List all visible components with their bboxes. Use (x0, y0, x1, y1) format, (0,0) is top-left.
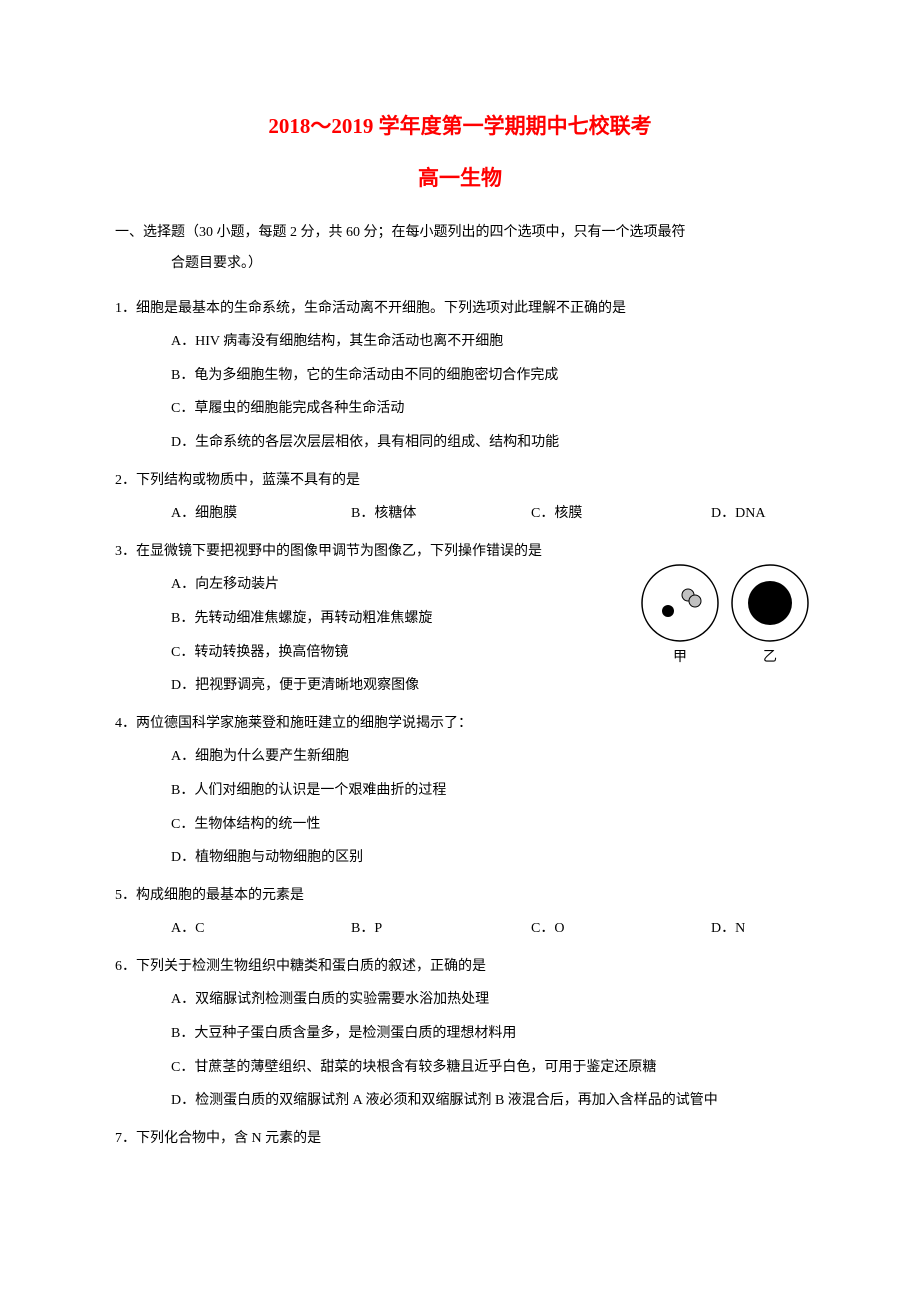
question-6-option-d: D．检测蛋白质的双缩脲试剂 A 液必须和双缩脲试剂 B 液混合后，再加入含样品的… (115, 1084, 805, 1118)
question-5-option-a: A．C (171, 912, 351, 946)
question-6-option-b: B．大豆种子蛋白质含量多，是检测蛋白质的理想材料用 (115, 1017, 805, 1051)
question-2-option-a: A．细胞膜 (171, 497, 351, 531)
diagram-dot-black (662, 605, 674, 617)
exam-title-main: 2018～2019 学年度第一学期期中七校联考 (115, 110, 805, 140)
question-5-option-c: C．O (531, 912, 711, 946)
diagram-label-jia: 甲 (673, 650, 687, 665)
question-6-stem: 6．下列关于检测生物组织中糖类和蛋白质的叙述，正确的是 (115, 950, 805, 984)
diagram-dot-gray-2 (689, 595, 701, 607)
diagram-large-black (748, 581, 792, 625)
question-2-option-d: D．DNA (711, 497, 805, 531)
microscope-diagram: 甲 乙 (635, 561, 815, 685)
question-6: 6．下列关于检测生物组织中糖类和蛋白质的叙述，正确的是 A．双缩脲试剂检测蛋白质… (115, 950, 805, 1118)
question-7: 7．下列化合物中，含 N 元素的是 (115, 1122, 805, 1156)
question-5: 5．构成细胞的最基本的元素是 A．C B．P C．O D．N (115, 879, 805, 946)
question-2-stem: 2．下列结构或物质中，蓝藻不具有的是 (115, 464, 805, 498)
question-6-option-c: C．甘蔗茎的薄壁组织、甜菜的块根含有较多糖且近乎白色，可用于鉴定还原糖 (115, 1051, 805, 1085)
question-2-option-b: B．核糖体 (351, 497, 531, 531)
question-3: 3．在显微镜下要把视野中的图像甲调节为图像乙，下列操作错误的是 A．向左移动装片… (115, 535, 805, 703)
question-1-option-c: C．草履虫的细胞能完成各种生命活动 (115, 392, 805, 426)
section-header-line1: 一、选择题（30 小题，每题 2 分，共 60 分；在每小题列出的四个选项中，只… (115, 218, 805, 249)
question-1-option-a: A．HIV 病毒没有细胞结构，其生命活动也离不开细胞 (115, 325, 805, 359)
diagram-label-yi: 乙 (763, 649, 777, 665)
microscope-svg: 甲 乙 (635, 561, 815, 671)
question-6-option-a: A．双缩脲试剂检测蛋白质的实验需要水浴加热处理 (115, 983, 805, 1017)
question-4-stem: 4．两位德国科学家施莱登和施旺建立的细胞学说揭示了： (115, 707, 805, 741)
question-5-option-d: D．N (711, 912, 805, 946)
exam-title-sub: 高一生物 (115, 162, 805, 192)
question-4-option-a: A．细胞为什么要产生新细胞 (115, 740, 805, 774)
question-4-option-b: B．人们对细胞的认识是一个艰难曲折的过程 (115, 774, 805, 808)
question-7-stem: 7．下列化合物中，含 N 元素的是 (115, 1122, 805, 1156)
question-4-option-d: D．植物细胞与动物细胞的区别 (115, 841, 805, 875)
question-5-option-b: B．P (351, 912, 531, 946)
question-1-stem: 1．细胞是最基本的生命系统，生命活动离不开细胞。下列选项对此理解不正确的是 (115, 292, 805, 326)
question-1-option-b: B．龟为多细胞生物，它的生命活动由不同的细胞密切合作完成 (115, 359, 805, 393)
section-header-line2: 合题目要求。） (115, 249, 805, 280)
question-2: 2．下列结构或物质中，蓝藻不具有的是 A．细胞膜 B．核糖体 C．核膜 D．DN… (115, 464, 805, 531)
question-5-stem: 5．构成细胞的最基本的元素是 (115, 879, 805, 913)
question-1: 1．细胞是最基本的生命系统，生命活动离不开细胞。下列选项对此理解不正确的是 A．… (115, 292, 805, 460)
diagram-circle-jia (642, 565, 718, 641)
question-1-option-d: D．生命系统的各层次层层相依，具有相同的组成、结构和功能 (115, 426, 805, 460)
question-5-options: A．C B．P C．O D．N (115, 912, 805, 946)
section-header: 一、选择题（30 小题，每题 2 分，共 60 分；在每小题列出的四个选项中，只… (115, 218, 805, 280)
question-2-option-c: C．核膜 (531, 497, 711, 531)
question-2-options: A．细胞膜 B．核糖体 C．核膜 D．DNA (115, 497, 805, 531)
question-4: 4．两位德国科学家施莱登和施旺建立的细胞学说揭示了： A．细胞为什么要产生新细胞… (115, 707, 805, 875)
question-4-option-c: C．生物体结构的统一性 (115, 808, 805, 842)
